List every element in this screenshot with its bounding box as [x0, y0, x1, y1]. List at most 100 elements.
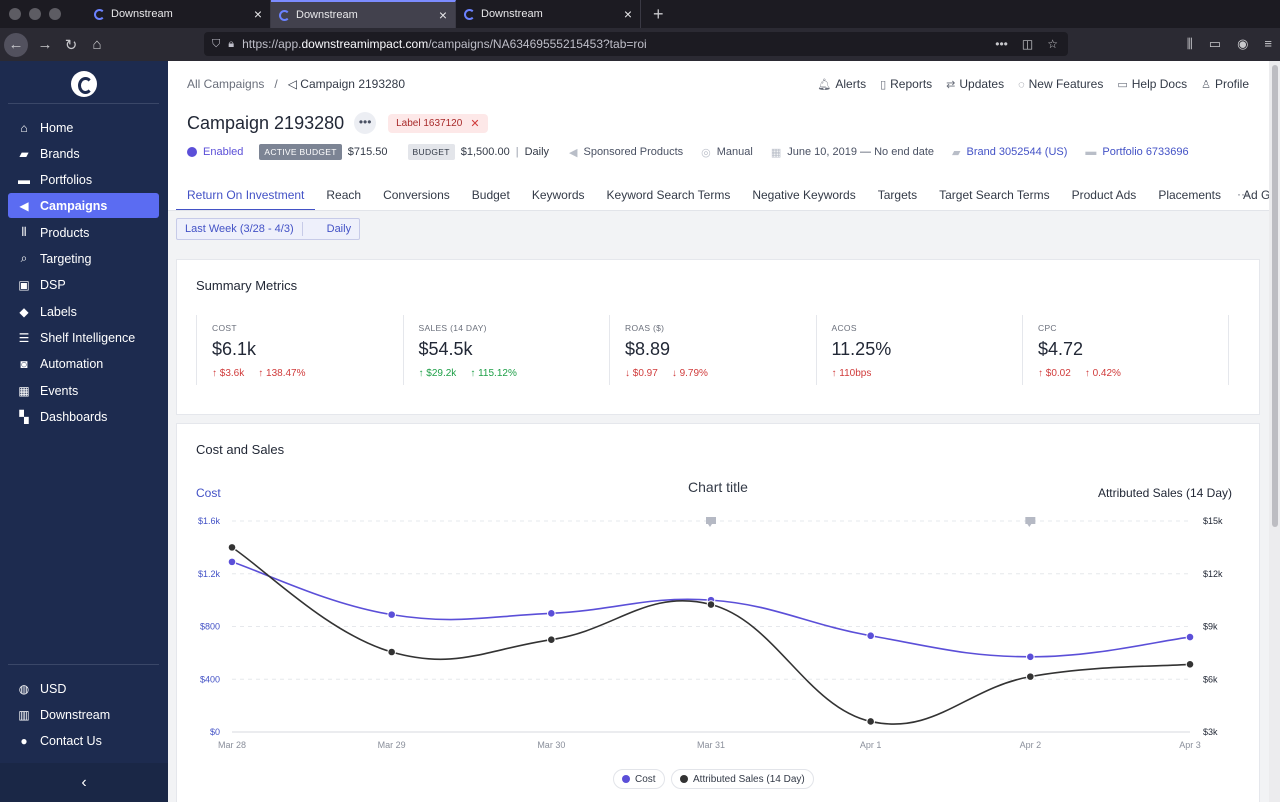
sidebar-item-campaigns[interactable]: ◀ Campaigns — [8, 193, 159, 218]
browser-tab-active[interactable]: Downstream × — [271, 0, 456, 28]
globe-icon: ◍ — [18, 681, 30, 696]
top-nav-help-docs[interactable]: ▭ Help Docs — [1117, 77, 1187, 91]
back-arrow-icon[interactable]: ← — [4, 32, 28, 57]
top-nav-new-features[interactable]: ◌ New Features — [1018, 77, 1103, 91]
sidebar-item-labels[interactable]: ◆ Labels — [8, 299, 159, 324]
close-tab-icon[interactable]: × — [438, 7, 447, 23]
metric-change-value: $29.2k — [426, 368, 457, 379]
top-nav-profile[interactable]: ♙ Profile — [1201, 77, 1249, 91]
breadcrumb-all-campaigns[interactable]: All Campaigns — [187, 77, 265, 91]
sidebar-item-events[interactable]: ▦ Events — [8, 378, 159, 403]
date-range-filter[interactable]: Last Week (3/28 - 4/3) — [185, 223, 294, 235]
metric-cost: COST $6.1k ↑ $3.6k ↑ 138.47% — [196, 315, 403, 385]
more-actions-button[interactable]: ••• — [354, 112, 377, 134]
downstream-logo[interactable] — [71, 71, 97, 97]
browser-tab[interactable]: Downstream × — [86, 0, 271, 28]
library-icon[interactable]: ⫼ — [1186, 36, 1193, 51]
tabs-overflow-icon[interactable]: ··· — [1237, 187, 1249, 201]
browser-tab[interactable]: Downstream × — [456, 0, 641, 28]
tab-product-ads[interactable]: Product Ads — [1071, 188, 1137, 202]
metric-change-value: $0.97 — [632, 368, 658, 379]
status-badge[interactable]: Enabled — [203, 146, 244, 158]
address-bar[interactable]: ⛉ 🔒︎ https://app. downstreamimpact.com/ca… — [204, 32, 1068, 56]
close-tab-icon[interactable]: × — [253, 6, 262, 22]
legend-item-cost[interactable]: Cost — [613, 769, 665, 789]
granularity-filter[interactable]: Daily — [326, 223, 352, 235]
chevron-left-icon: ‹ — [81, 774, 87, 791]
tab-ad-groups[interactable]: Ad G — [1243, 188, 1269, 202]
metric-value: $6.1k — [212, 339, 257, 359]
sidebar-item-contact-us[interactable]: ● Contact Us — [8, 728, 159, 753]
close-window-icon[interactable] — [9, 8, 21, 20]
sidebar-item-shelf-intelligence[interactable]: ☰ Shelf Intelligence — [8, 325, 159, 350]
x-tick-label: Apr 2 — [1020, 740, 1042, 750]
data-point — [387, 610, 396, 619]
sidebar-item-targeting[interactable]: ⌕ Targeting — [8, 246, 159, 271]
tab-placements[interactable]: Placements — [1158, 188, 1222, 202]
data-point — [227, 543, 237, 552]
sidebar-item-brands[interactable]: ▰ Brands — [8, 141, 159, 166]
brand-link[interactable]: ▰ Brand 3052544 (US) — [952, 146, 1067, 159]
budget-divider: | — [515, 146, 519, 158]
home-browser-icon[interactable]: ⌂ — [92, 36, 102, 53]
metric-changes: ↑ $0.02 ↑ 0.42% — [1038, 368, 1121, 379]
tab-keywords[interactable]: Keywords — [531, 188, 585, 202]
x-tick-label: Apr 3 — [1179, 740, 1201, 750]
maximize-window-icon[interactable] — [49, 8, 61, 20]
legend-dot-icon — [680, 775, 688, 783]
x-tick-label: Mar 28 — [218, 740, 246, 750]
sidebar-item-products[interactable]: ⦀ Products — [8, 220, 159, 245]
sidebar-item-dashboards[interactable]: ▚ Dashboards — [8, 404, 159, 429]
sidebar-toggle-icon[interactable]: ▭ — [1208, 36, 1222, 51]
sidebar-item-dsp[interactable]: ▣ DSP — [8, 272, 159, 297]
forward-arrow-icon[interactable]: → — [37, 36, 53, 53]
sidebar-item-home[interactable]: ⌂ Home — [8, 115, 159, 140]
data-point — [1185, 632, 1195, 642]
sidebar-item-label: Events — [40, 383, 79, 398]
sidebar-item-organization[interactable]: ▥ Downstream — [8, 702, 159, 727]
page-actions-icon[interactable]: ••• — [995, 37, 1008, 51]
url-prefix: https://app. — [242, 37, 302, 51]
top-nav-updates[interactable]: ⇄ Updates — [946, 77, 1004, 91]
breadcrumb-current: ◁ Campaign 2193280 — [288, 77, 405, 91]
tab-targets[interactable]: Targets — [877, 188, 918, 202]
tab-keyword-search-terms[interactable]: Keyword Search Terms — [606, 188, 731, 202]
pocket-icon[interactable]: ◫ — [1021, 37, 1034, 51]
tab-negative-keywords[interactable]: Negative Keywords — [752, 188, 856, 202]
browser-tab-label: Downstream — [296, 9, 358, 21]
bell-icon: 🔔︎ — [817, 79, 832, 91]
page-scrollbar[interactable] — [1269, 61, 1280, 802]
bookmark-star-icon[interactable]: ☆ — [1047, 37, 1058, 51]
y-left-tick-label: $400 — [200, 674, 220, 684]
sidebar-item-currency[interactable]: ◍ USD — [8, 676, 159, 701]
close-tab-icon[interactable]: × — [623, 6, 632, 22]
top-nav-alerts[interactable]: 🔔︎ Alerts — [817, 77, 866, 91]
portfolio-link[interactable]: ▬ Portfolio 6733696 — [1085, 146, 1188, 158]
campaign-tabs: Return On Investment Reach Conversions B… — [176, 183, 1269, 211]
scrollbar-thumb[interactable] — [1272, 65, 1278, 527]
top-nav-reports[interactable]: ▯ Reports — [880, 77, 932, 91]
metric-change-value: 9.79% — [679, 368, 708, 379]
y-left-tick-label: $800 — [200, 622, 220, 632]
data-point — [1026, 672, 1035, 681]
budget-value[interactable]: $1,500.00 — [460, 146, 510, 158]
sidebar-item-automation[interactable]: ◙ Automation — [8, 351, 159, 376]
minimize-window-icon[interactable] — [29, 8, 41, 20]
account-icon[interactable]: ◉ — [1237, 36, 1249, 51]
sidebar-collapse-button[interactable]: ‹ — [0, 763, 168, 802]
date-filter[interactable]: Last Week (3/28 - 4/3) Daily — [176, 218, 361, 240]
cost-sales-chart: Chart title Cost Attributed Sales (14 Day)… — [196, 479, 1232, 750]
new-tab-icon[interactable]: + — [653, 3, 664, 24]
tab-return-on-investment[interactable]: Return On Investment — [176, 183, 316, 211]
shelf-icon: ☰ — [18, 330, 30, 345]
reload-icon[interactable]: ↻ — [64, 36, 78, 54]
remove-label-icon[interactable]: ✕ — [470, 117, 480, 130]
sidebar-item-portfolios[interactable]: ▬ Portfolios — [8, 167, 159, 192]
tab-target-search-terms[interactable]: Target Search Terms — [939, 188, 1050, 202]
legend-item-attributed-sales[interactable]: Attributed Sales (14 Day) — [671, 769, 814, 789]
tab-budget[interactable]: Budget — [471, 188, 510, 202]
tab-reach[interactable]: Reach — [326, 188, 362, 202]
label-chip[interactable]: Label 1637120 ✕ — [388, 113, 488, 133]
tab-conversions[interactable]: Conversions — [383, 188, 450, 202]
menu-icon[interactable]: ≡ — [1264, 36, 1272, 51]
